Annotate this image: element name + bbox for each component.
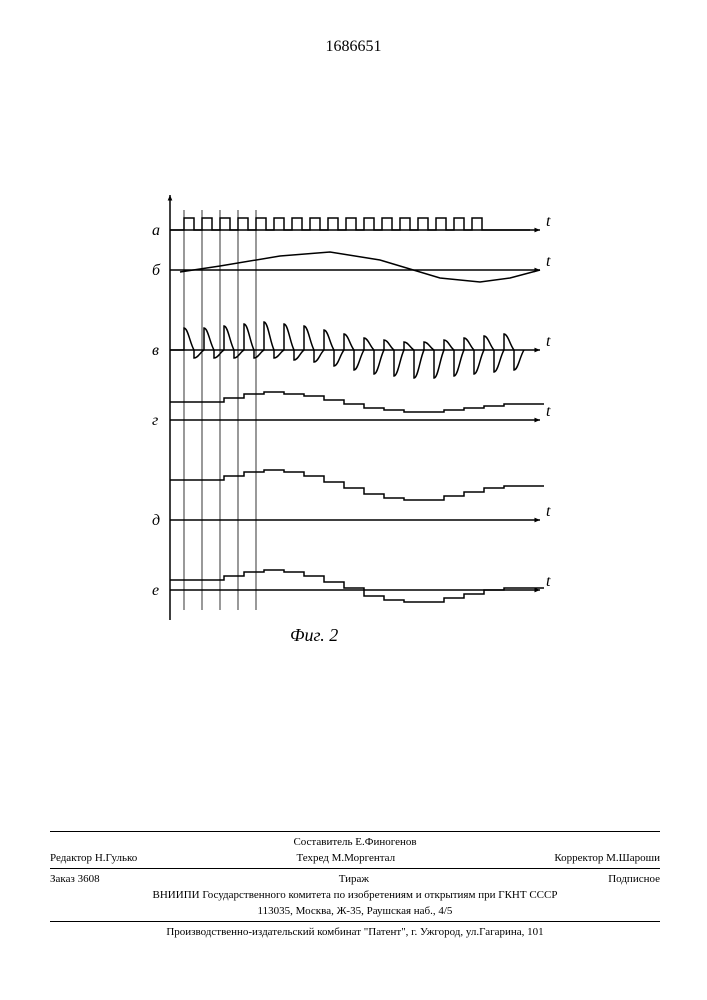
org-line-1: ВНИИПИ Государственного комитета по изоб… [50,887,660,903]
divider [50,921,660,922]
figure-caption: Фиг. 2 [290,625,338,646]
order-label: Заказ [50,873,75,885]
composer-cell: Составитель Е.Финогенов [50,836,660,848]
tirage-label: Тираж [339,873,369,885]
document-number: 1686651 [0,38,707,56]
techred-name: М.Моргентал [332,852,396,864]
sub-label: Подписное [608,873,660,885]
order-cell: Заказ 3608 [50,873,100,885]
divider [50,831,660,832]
svg-text:t: t [546,213,551,230]
composer-label: Составитель [293,836,352,848]
svg-text:д: д [152,512,160,529]
svg-text:г: г [152,412,158,429]
footer-row-2: Редактор Н.Гулько Техред М.Моргентал Кор… [50,850,660,866]
footer-row-3: Заказ 3608 Тираж Подписное [50,871,660,887]
editor-name: Н.Гулько [95,852,137,864]
timing-diagram-svg: а t б t в t г t д t е t [140,190,570,630]
svg-text:t: t [546,503,551,520]
techred-cell: Техред М.Моргентал [296,852,395,864]
editor-label: Редактор [50,852,92,864]
svg-text:t: t [546,403,551,420]
page: 1686651 а t б t в t г t д t е t Фиг. 2 Составитель … [0,0,707,1000]
composer-name: Е.Финогенов [355,836,416,848]
order-number: 3608 [78,873,100,885]
svg-text:t: t [546,573,551,590]
corrector-label: Корректор [554,852,603,864]
editor-cell: Редактор Н.Гулько [50,852,137,864]
footer: Составитель Е.Финогенов Редактор Н.Гульк… [50,829,660,940]
print-line: Производственно-издательский комбинат "П… [50,924,660,940]
corrector-cell: Корректор М.Шароши [554,852,660,864]
svg-text:в: в [152,342,159,359]
footer-row-1: Составитель Е.Финогенов [50,834,660,850]
svg-text:t: t [546,253,551,270]
corrector-name: М.Шароши [606,852,660,864]
techred-label: Техред [296,852,328,864]
divider [50,868,660,869]
svg-text:а: а [152,222,160,239]
svg-text:е: е [152,582,159,599]
timing-diagram: а t б t в t г t д t е t [140,190,570,650]
org-line-2: 113035, Москва, Ж-35, Раушская наб., 4/5 [50,903,660,919]
svg-text:б: б [152,262,161,279]
svg-text:t: t [546,333,551,350]
